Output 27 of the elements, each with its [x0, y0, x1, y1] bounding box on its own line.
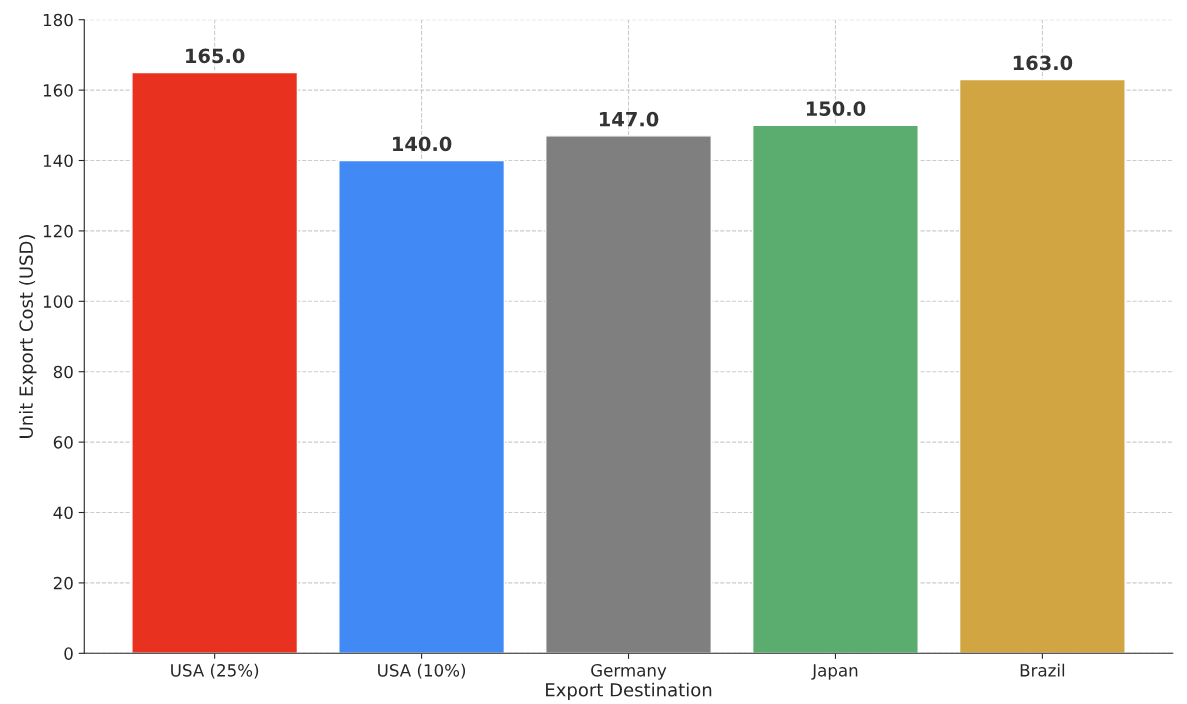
- bar: [338, 159, 506, 654]
- data-label: 163.0: [1013, 55, 1073, 71]
- x-axis-title: Export Destination: [546, 682, 712, 701]
- y-tick-label: 40: [53, 506, 73, 520]
- y-tick-label: 180: [43, 13, 73, 27]
- y-tick-label: 60: [53, 436, 73, 449]
- data-label: 147.0: [599, 111, 659, 127]
- data-label: 165.0: [186, 48, 245, 64]
- bar: [751, 124, 919, 654]
- bar: [545, 135, 712, 654]
- y-tick-label: 100: [43, 295, 73, 308]
- x-tick-label: Brazil: [1020, 663, 1065, 677]
- y-axis-title: Unit Export Cost (USD): [19, 235, 37, 438]
- y-tick-label: 0: [64, 647, 73, 660]
- y-tick-label: 120: [43, 224, 73, 238]
- y-tick-label: 20: [53, 576, 73, 590]
- bar: [958, 78, 1126, 654]
- bar: [131, 71, 299, 654]
- data-label: 150.0: [806, 101, 866, 116]
- x-tick-label: Germany: [591, 664, 667, 680]
- y-tick-label: 80: [53, 365, 73, 379]
- y-tick-label: 140: [43, 154, 73, 168]
- x-tick-label: USA (10%): [378, 663, 466, 679]
- x-tick-label: Japan: [811, 664, 858, 680]
- x-tick-label: USA (25%): [171, 663, 259, 679]
- data-label: 140.0: [393, 136, 452, 152]
- y-tick-label: 160: [43, 84, 73, 97]
